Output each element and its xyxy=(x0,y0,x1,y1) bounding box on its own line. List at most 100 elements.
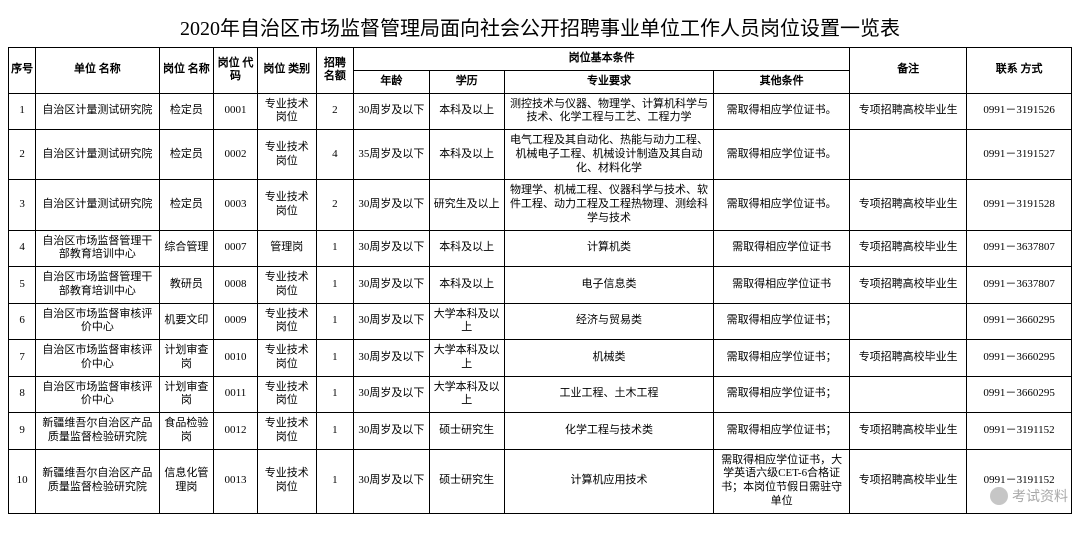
cell-quota: 1 xyxy=(316,303,354,340)
cell-age: 30周岁及以下 xyxy=(354,340,429,377)
table-row: 10新疆维吾尔自治区产品质量监督检验研究院信息化管理岗0013专业技术岗位130… xyxy=(9,449,1072,513)
table-row: 9新疆维吾尔自治区产品质量监督检验研究院食品检验岗0012专业技术岗位130周岁… xyxy=(9,413,1072,450)
cell-major: 电气工程及其自动化、热能与动力工程、机械电子工程、机械设计制造及其自动化、材料化… xyxy=(504,130,713,180)
cell-edu: 本科及以上 xyxy=(429,130,504,180)
cell-seq: 1 xyxy=(9,93,36,130)
cell-unit: 新疆维吾尔自治区产品质量监督检验研究院 xyxy=(36,413,159,450)
cell-unit: 自治区计量测试研究院 xyxy=(36,130,159,180)
cell-age: 30周岁及以下 xyxy=(354,267,429,304)
cell-pos: 计划审查岗 xyxy=(159,340,213,377)
table-row: 5自治区市场监督管理干部教育培训中心教研员0008专业技术岗位130周岁及以下本… xyxy=(9,267,1072,304)
cell-code: 0011 xyxy=(214,376,258,413)
th-other: 其他条件 xyxy=(714,70,850,93)
table-row: 3自治区计量测试研究院检定员0003专业技术岗位230周岁及以下研究生及以上物理… xyxy=(9,180,1072,230)
cell-contact: 0991－3191526 xyxy=(967,93,1072,130)
cell-contact: 0991－3191527 xyxy=(967,130,1072,180)
cell-code: 0012 xyxy=(214,413,258,450)
cell-major: 计算机应用技术 xyxy=(504,449,713,513)
cell-quota: 1 xyxy=(316,376,354,413)
cell-other: 需取得相应学位证书。 xyxy=(714,180,850,230)
cell-seq: 4 xyxy=(9,230,36,267)
cell-seq: 6 xyxy=(9,303,36,340)
cell-contact: 0991－3660295 xyxy=(967,303,1072,340)
cell-code: 0007 xyxy=(214,230,258,267)
cell-quota: 1 xyxy=(316,449,354,513)
cell-other: 需取得相应学位证书； xyxy=(714,303,850,340)
cell-edu: 本科及以上 xyxy=(429,230,504,267)
cell-seq: 8 xyxy=(9,376,36,413)
table-body: 1自治区计量测试研究院检定员0001专业技术岗位230周岁及以下本科及以上测控技… xyxy=(9,93,1072,513)
cell-age: 30周岁及以下 xyxy=(354,449,429,513)
cell-note: 专项招聘高校毕业生 xyxy=(850,230,967,267)
cell-unit: 自治区市场监督管理干部教育培训中心 xyxy=(36,230,159,267)
cell-code: 0001 xyxy=(214,93,258,130)
cell-major: 物理学、机械工程、仪器科学与技术、软件工程、动力工程及工程热物理、测绘科学与技术 xyxy=(504,180,713,230)
cell-age: 30周岁及以下 xyxy=(354,230,429,267)
cell-note: 专项招聘高校毕业生 xyxy=(850,93,967,130)
cell-seq: 10 xyxy=(9,449,36,513)
cell-major: 计算机类 xyxy=(504,230,713,267)
cell-other: 需取得相应学位证书 xyxy=(714,267,850,304)
th-seq: 序号 xyxy=(9,48,36,94)
cell-code: 0009 xyxy=(214,303,258,340)
table-row: 1自治区计量测试研究院检定员0001专业技术岗位230周岁及以下本科及以上测控技… xyxy=(9,93,1072,130)
cell-type: 专业技术岗位 xyxy=(257,130,316,180)
cell-other: 需取得相应学位证书。 xyxy=(714,93,850,130)
cell-pos: 检定员 xyxy=(159,180,213,230)
table-row: 4自治区市场监督管理干部教育培训中心综合管理0007管理岗130周岁及以下本科及… xyxy=(9,230,1072,267)
cell-pos: 检定员 xyxy=(159,93,213,130)
cell-note: 专项招聘高校毕业生 xyxy=(850,340,967,377)
table-row: 7自治区市场监督审核评价中心计划审查岗0010专业技术岗位130周岁及以下大学本… xyxy=(9,340,1072,377)
th-pos: 岗位 名称 xyxy=(159,48,213,94)
cell-type: 管理岗 xyxy=(257,230,316,267)
cell-seq: 5 xyxy=(9,267,36,304)
cell-seq: 2 xyxy=(9,130,36,180)
cell-contact: 0991－3191528 xyxy=(967,180,1072,230)
cell-type: 专业技术岗位 xyxy=(257,376,316,413)
cell-quota: 1 xyxy=(316,413,354,450)
cell-type: 专业技术岗位 xyxy=(257,413,316,450)
cell-other: 需取得相应学位证书； xyxy=(714,340,850,377)
table-row: 2自治区计量测试研究院检定员0002专业技术岗位435周岁及以下本科及以上电气工… xyxy=(9,130,1072,180)
cell-quota: 2 xyxy=(316,180,354,230)
cell-age: 30周岁及以下 xyxy=(354,303,429,340)
cell-other: 需取得相应学位证书； xyxy=(714,376,850,413)
cell-pos: 食品检验岗 xyxy=(159,413,213,450)
cell-quota: 1 xyxy=(316,340,354,377)
th-note: 备注 xyxy=(850,48,967,94)
th-age: 年龄 xyxy=(354,70,429,93)
cell-pos: 检定员 xyxy=(159,130,213,180)
th-quota: 招聘 名额 xyxy=(316,48,354,94)
cell-pos: 机要文印 xyxy=(159,303,213,340)
cell-code: 0010 xyxy=(214,340,258,377)
cell-note: 专项招聘高校毕业生 xyxy=(850,180,967,230)
cell-contact: 0991－3191152 xyxy=(967,413,1072,450)
cell-type: 专业技术岗位 xyxy=(257,303,316,340)
cell-major: 化学工程与技术类 xyxy=(504,413,713,450)
cell-code: 0003 xyxy=(214,180,258,230)
th-unit: 单位 名称 xyxy=(36,48,159,94)
cell-unit: 自治区计量测试研究院 xyxy=(36,180,159,230)
th-edu: 学历 xyxy=(429,70,504,93)
cell-pos: 综合管理 xyxy=(159,230,213,267)
cell-type: 专业技术岗位 xyxy=(257,449,316,513)
cell-contact: 0991－3660295 xyxy=(967,340,1072,377)
cell-pos: 计划审查岗 xyxy=(159,376,213,413)
cell-major: 测控技术与仪器、物理学、计算机科学与技术、化学工程与工艺、工程力学 xyxy=(504,93,713,130)
cell-other: 需取得相应学位证书； xyxy=(714,413,850,450)
cell-note: 专项招聘高校毕业生 xyxy=(850,267,967,304)
cell-age: 30周岁及以下 xyxy=(354,376,429,413)
cell-type: 专业技术岗位 xyxy=(257,180,316,230)
cell-code: 0002 xyxy=(214,130,258,180)
cell-code: 0008 xyxy=(214,267,258,304)
cell-unit: 自治区市场监督审核评价中心 xyxy=(36,376,159,413)
cell-major: 电子信息类 xyxy=(504,267,713,304)
th-major: 专业要求 xyxy=(504,70,713,93)
cell-quota: 4 xyxy=(316,130,354,180)
cell-contact: 0991－3191152 xyxy=(967,449,1072,513)
cell-unit: 自治区市场监督审核评价中心 xyxy=(36,340,159,377)
cell-edu: 研究生及以上 xyxy=(429,180,504,230)
cell-major: 机械类 xyxy=(504,340,713,377)
cell-note: 专项招聘高校毕业生 xyxy=(850,413,967,450)
cell-age: 30周岁及以下 xyxy=(354,93,429,130)
